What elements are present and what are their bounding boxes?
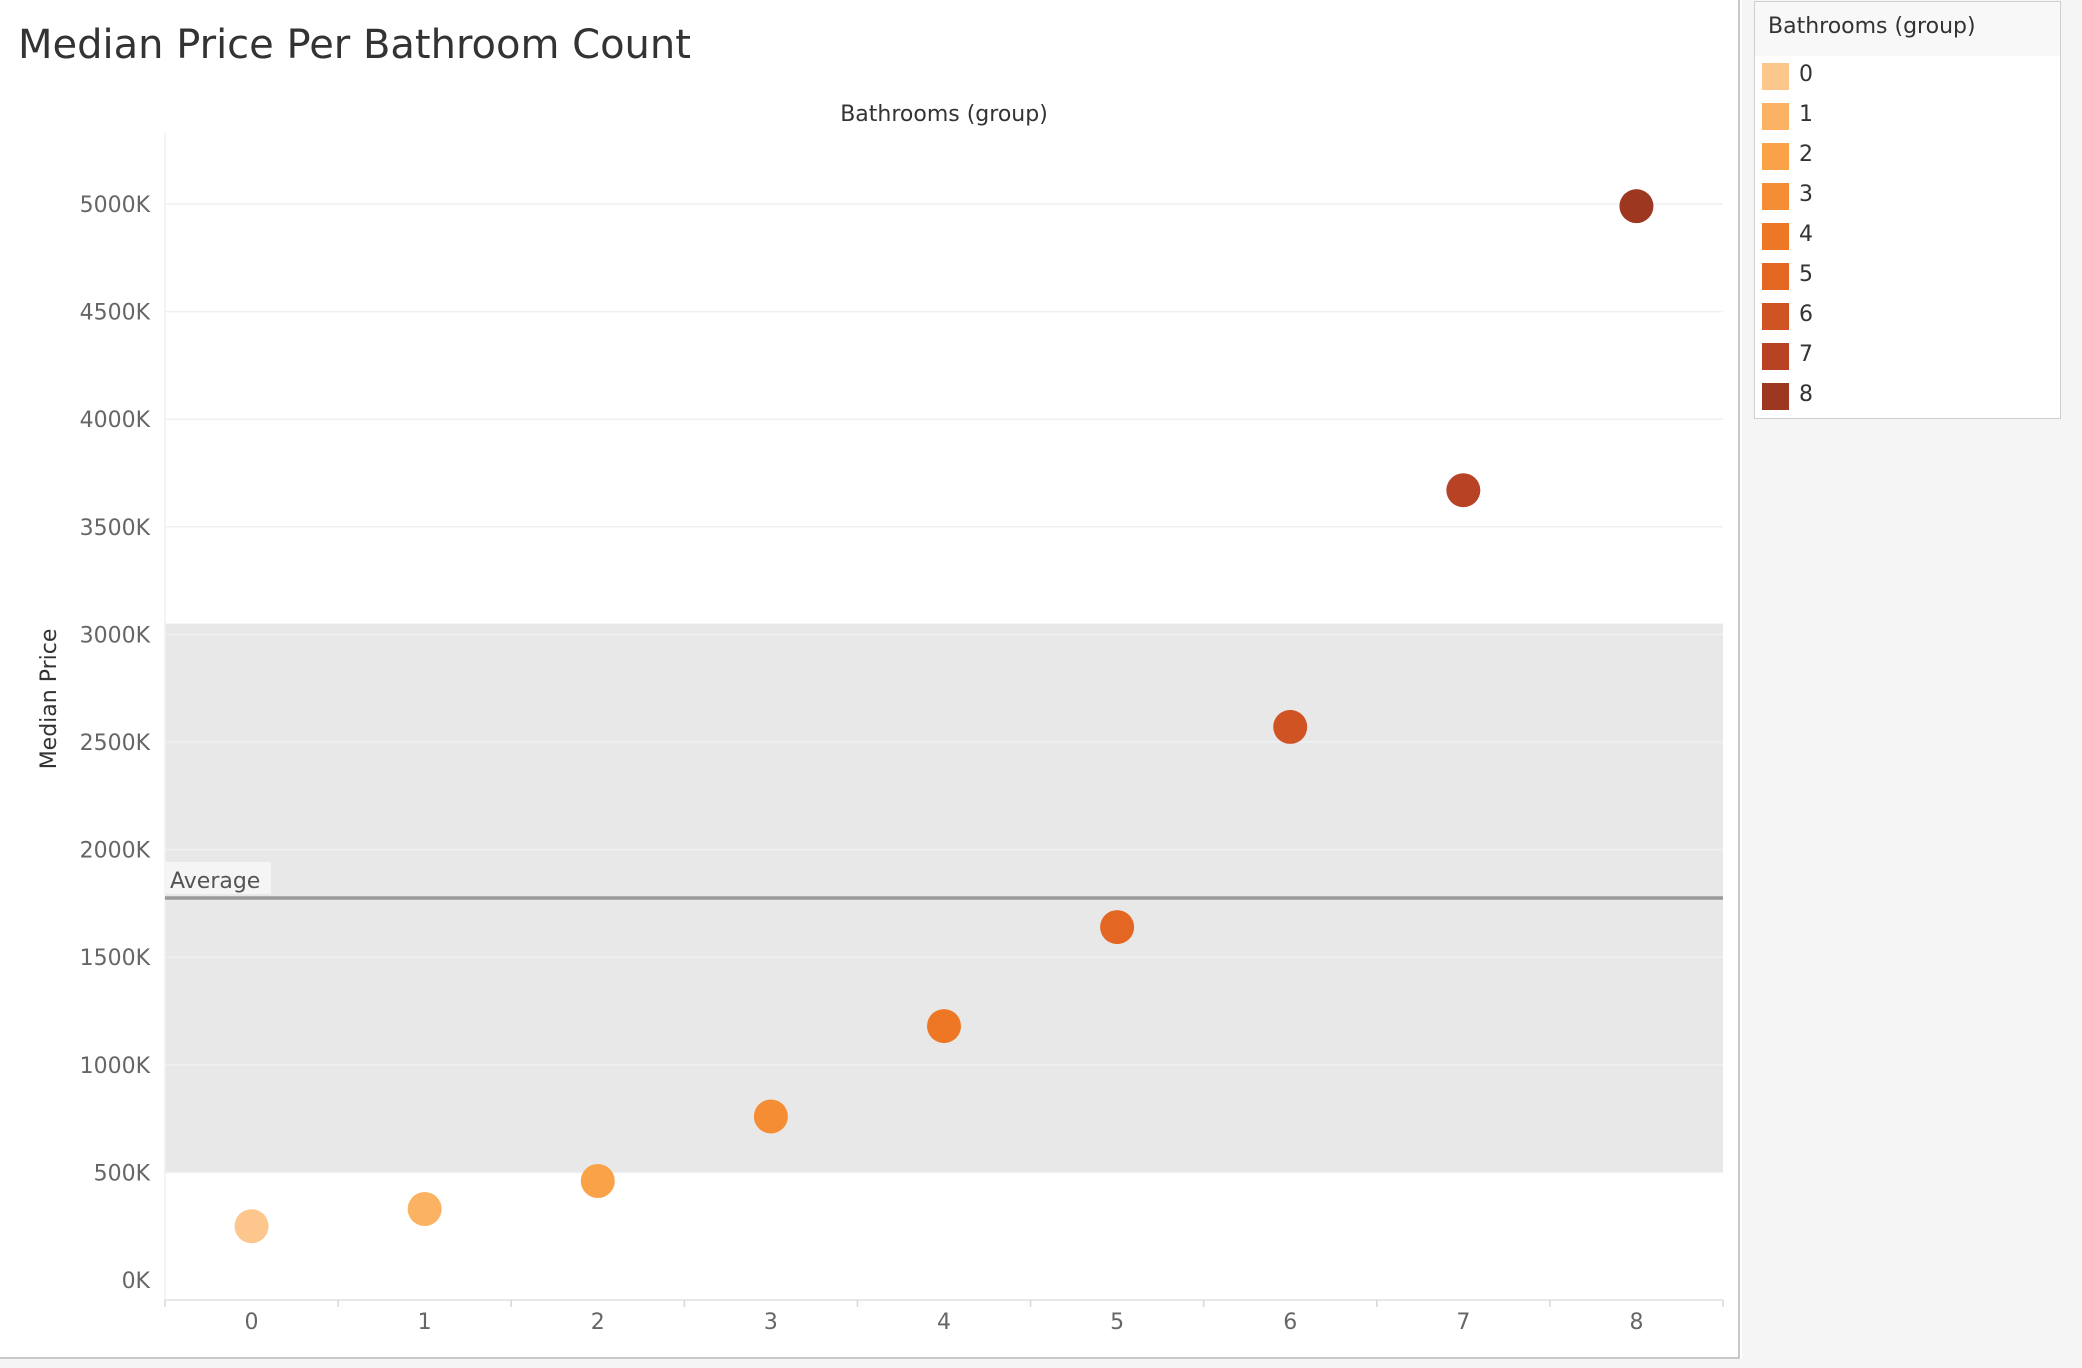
legend-label: 1 bbox=[1799, 102, 1813, 127]
reference-line-label: Average bbox=[170, 869, 260, 894]
legend-swatch bbox=[1762, 223, 1789, 250]
legend-item[interactable]: 0 bbox=[1755, 61, 2060, 101]
legend-item[interactable]: 3 bbox=[1755, 181, 2060, 221]
y-axis-title: Median Price bbox=[37, 629, 62, 770]
legend-label: 5 bbox=[1799, 262, 1813, 287]
x-tick-label: 8 bbox=[1629, 1310, 1643, 1335]
chart-panel: Median Price Per Bathroom Count 0K 500K 10… bbox=[0, 0, 1740, 1359]
x-tick-label: 0 bbox=[245, 1310, 259, 1335]
legend-label: 0 bbox=[1799, 62, 1813, 87]
data-point bbox=[927, 1009, 961, 1044]
x-tick-label: 2 bbox=[591, 1310, 605, 1335]
data-point bbox=[1273, 709, 1308, 744]
y-tick-label: 0K bbox=[122, 1269, 151, 1294]
legend-items: 0 1 2 3 4 5 6 7 8 bbox=[1755, 61, 2060, 421]
y-tick-label: 1500K bbox=[80, 946, 151, 971]
legend[interactable]: Bathrooms (group) 0 1 2 3 4 5 6 7 8 bbox=[1754, 1, 2061, 419]
legend-swatch bbox=[1762, 303, 1789, 330]
data-point bbox=[234, 1209, 269, 1244]
legend-swatch bbox=[1762, 143, 1789, 170]
legend-swatch bbox=[1762, 103, 1789, 130]
y-tick-label: 2000K bbox=[80, 839, 151, 864]
data-point bbox=[580, 1164, 615, 1199]
chart-title: Median Price Per Bathroom Count bbox=[18, 22, 691, 68]
side-panel: Bathrooms (group) 0 1 2 3 4 5 6 7 8 bbox=[1742, 0, 2082, 1368]
legend-item[interactable]: 6 bbox=[1755, 301, 2060, 341]
data-point bbox=[1100, 910, 1135, 945]
legend-label: 8 bbox=[1799, 382, 1813, 407]
legend-label: 6 bbox=[1799, 302, 1813, 327]
legend-swatch bbox=[1762, 383, 1789, 410]
legend-title: Bathrooms (group) bbox=[1755, 2, 2060, 56]
x-tick-label: 1 bbox=[418, 1310, 432, 1335]
reference-line-label-bg bbox=[165, 862, 271, 895]
data-point bbox=[1619, 189, 1654, 224]
legend-item[interactable]: 4 bbox=[1755, 221, 2060, 261]
x-tick-label: 7 bbox=[1456, 1310, 1470, 1335]
legend-item[interactable]: 1 bbox=[1755, 101, 2060, 141]
scatter-plot: 0K 500K 1000K 1500K 2000K 2500K 3000K 3500K 4000… bbox=[37, 102, 1724, 1335]
legend-label: 4 bbox=[1799, 222, 1813, 247]
y-tick-label: 3500K bbox=[80, 516, 151, 541]
column-header: Bathrooms (group) bbox=[840, 102, 1048, 127]
y-tick-label: 4500K bbox=[80, 301, 151, 326]
legend-swatch bbox=[1762, 263, 1789, 290]
bottom-strip bbox=[0, 1359, 1742, 1368]
data-point bbox=[753, 1099, 788, 1134]
data-point bbox=[407, 1191, 442, 1226]
y-tick-label: 3000K bbox=[80, 623, 151, 648]
data-point bbox=[1446, 473, 1481, 508]
legend-swatch bbox=[1762, 183, 1789, 210]
legend-swatch bbox=[1762, 63, 1789, 90]
x-tick-label: 5 bbox=[1110, 1310, 1124, 1335]
legend-swatch bbox=[1762, 343, 1789, 370]
x-tick-label: 3 bbox=[764, 1310, 778, 1335]
legend-label: 7 bbox=[1799, 342, 1813, 367]
gridlines bbox=[165, 203, 1723, 1174]
y-tick-label: 5000K bbox=[80, 193, 151, 218]
reference-line-layer: Average bbox=[165, 862, 1723, 900]
y-tick-label: 500K bbox=[94, 1161, 151, 1186]
x-tick-label: 4 bbox=[937, 1310, 951, 1335]
legend-label: 3 bbox=[1799, 182, 1813, 207]
y-tick-label: 2500K bbox=[80, 731, 151, 756]
axes: 0K 500K 1000K 1500K 2000K 2500K 3000K 3500K 4000… bbox=[37, 102, 1724, 1335]
legend-label: 2 bbox=[1799, 142, 1813, 167]
data-points bbox=[234, 189, 1654, 1244]
x-tick-label: 6 bbox=[1283, 1310, 1297, 1335]
y-tick-label: 4000K bbox=[80, 408, 151, 433]
y-tick-label: 1000K bbox=[80, 1054, 151, 1079]
legend-item[interactable]: 2 bbox=[1755, 141, 2060, 181]
legend-item[interactable]: 8 bbox=[1755, 381, 2060, 421]
legend-item[interactable]: 5 bbox=[1755, 261, 2060, 301]
legend-item[interactable]: 7 bbox=[1755, 341, 2060, 381]
